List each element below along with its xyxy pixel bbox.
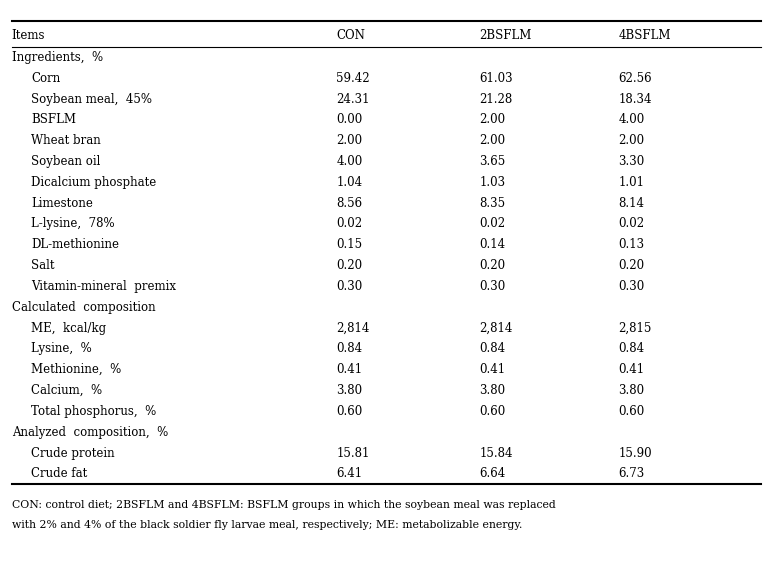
Text: L-lysine,  78%: L-lysine, 78% xyxy=(31,217,114,231)
Text: 0.30: 0.30 xyxy=(336,280,363,293)
Text: Analyzed  composition,  %: Analyzed composition, % xyxy=(12,426,168,438)
Text: 2,814: 2,814 xyxy=(479,322,512,335)
Text: 2,815: 2,815 xyxy=(618,322,652,335)
Text: 0.20: 0.20 xyxy=(479,259,506,272)
Text: with 2% and 4% of the black soldier fly larvae meal, respectively; ME: metaboliz: with 2% and 4% of the black soldier fly … xyxy=(12,520,522,531)
Text: Vitamin-mineral  premix: Vitamin-mineral premix xyxy=(31,280,176,293)
Text: 2.00: 2.00 xyxy=(479,134,506,147)
Text: Salt: Salt xyxy=(31,259,54,272)
Text: Total phosphorus,  %: Total phosphorus, % xyxy=(31,405,156,418)
Text: 0.84: 0.84 xyxy=(479,342,506,355)
Text: Crude fat: Crude fat xyxy=(31,467,87,480)
Text: 2,814: 2,814 xyxy=(336,322,369,335)
Text: 0.41: 0.41 xyxy=(618,363,645,376)
Text: 0.60: 0.60 xyxy=(336,405,363,418)
Text: 0.02: 0.02 xyxy=(618,217,645,231)
Text: Soybean oil: Soybean oil xyxy=(31,155,100,168)
Text: 59.42: 59.42 xyxy=(336,72,369,85)
Text: 3.30: 3.30 xyxy=(618,155,645,168)
Text: 15.84: 15.84 xyxy=(479,447,512,460)
Text: 18.34: 18.34 xyxy=(618,93,652,106)
Text: 3.80: 3.80 xyxy=(618,384,645,397)
Text: 0.30: 0.30 xyxy=(618,280,645,293)
Text: Corn: Corn xyxy=(31,72,60,85)
Text: 61.03: 61.03 xyxy=(479,72,512,85)
Text: 24.31: 24.31 xyxy=(336,93,369,106)
Text: 6.64: 6.64 xyxy=(479,467,506,480)
Text: 1.04: 1.04 xyxy=(336,176,363,189)
Text: 0.60: 0.60 xyxy=(479,405,506,418)
Text: 0.30: 0.30 xyxy=(479,280,506,293)
Text: 0.41: 0.41 xyxy=(336,363,363,376)
Text: 8.14: 8.14 xyxy=(618,197,645,210)
Text: 62.56: 62.56 xyxy=(618,72,652,85)
Text: 0.02: 0.02 xyxy=(336,217,363,231)
Text: 0.00: 0.00 xyxy=(336,113,363,126)
Text: 3.80: 3.80 xyxy=(336,384,363,397)
Text: 1.03: 1.03 xyxy=(479,176,506,189)
Text: Methionine,  %: Methionine, % xyxy=(31,363,121,376)
Text: 0.13: 0.13 xyxy=(618,238,645,251)
Text: 0.02: 0.02 xyxy=(479,217,506,231)
Text: CON: control diet; 2BSFLM and 4BSFLM: BSFLM groups in which the soybean meal was: CON: control diet; 2BSFLM and 4BSFLM: BS… xyxy=(12,500,555,510)
Text: 4BSFLM: 4BSFLM xyxy=(618,29,671,42)
Text: 6.41: 6.41 xyxy=(336,467,363,480)
Text: 2.00: 2.00 xyxy=(336,134,363,147)
Text: DL-methionine: DL-methionine xyxy=(31,238,119,251)
Text: 0.60: 0.60 xyxy=(618,405,645,418)
Text: 1.01: 1.01 xyxy=(618,176,645,189)
Text: 0.84: 0.84 xyxy=(336,342,363,355)
Text: 21.28: 21.28 xyxy=(479,93,512,106)
Text: BSFLM: BSFLM xyxy=(31,113,76,126)
Text: Soybean meal,  45%: Soybean meal, 45% xyxy=(31,93,152,106)
Text: 0.14: 0.14 xyxy=(479,238,506,251)
Text: 15.90: 15.90 xyxy=(618,447,652,460)
Text: Wheat bran: Wheat bran xyxy=(31,134,100,147)
Text: 8.56: 8.56 xyxy=(336,197,363,210)
Text: Crude protein: Crude protein xyxy=(31,447,114,460)
Text: 0.15: 0.15 xyxy=(336,238,363,251)
Text: 0.20: 0.20 xyxy=(618,259,645,272)
Text: 0.84: 0.84 xyxy=(618,342,645,355)
Text: Calculated  composition: Calculated composition xyxy=(12,301,155,314)
Text: 4.00: 4.00 xyxy=(618,113,645,126)
Text: 0.41: 0.41 xyxy=(479,363,506,376)
Text: ME,  kcal/kg: ME, kcal/kg xyxy=(31,322,106,335)
Text: 0.20: 0.20 xyxy=(336,259,363,272)
Text: Calcium,  %: Calcium, % xyxy=(31,384,102,397)
Text: 15.81: 15.81 xyxy=(336,447,369,460)
Text: Items: Items xyxy=(12,29,45,42)
Text: 2.00: 2.00 xyxy=(479,113,506,126)
Text: CON: CON xyxy=(336,29,365,42)
Text: 2.00: 2.00 xyxy=(618,134,645,147)
Text: Limestone: Limestone xyxy=(31,197,93,210)
Text: 2BSFLM: 2BSFLM xyxy=(479,29,532,42)
Text: 6.73: 6.73 xyxy=(618,467,645,480)
Text: 3.80: 3.80 xyxy=(479,384,506,397)
Text: 4.00: 4.00 xyxy=(336,155,363,168)
Text: 8.35: 8.35 xyxy=(479,197,506,210)
Text: 3.65: 3.65 xyxy=(479,155,506,168)
Text: Lysine,  %: Lysine, % xyxy=(31,342,92,355)
Text: Dicalcium phosphate: Dicalcium phosphate xyxy=(31,176,156,189)
Text: Ingredients,  %: Ingredients, % xyxy=(12,51,103,64)
